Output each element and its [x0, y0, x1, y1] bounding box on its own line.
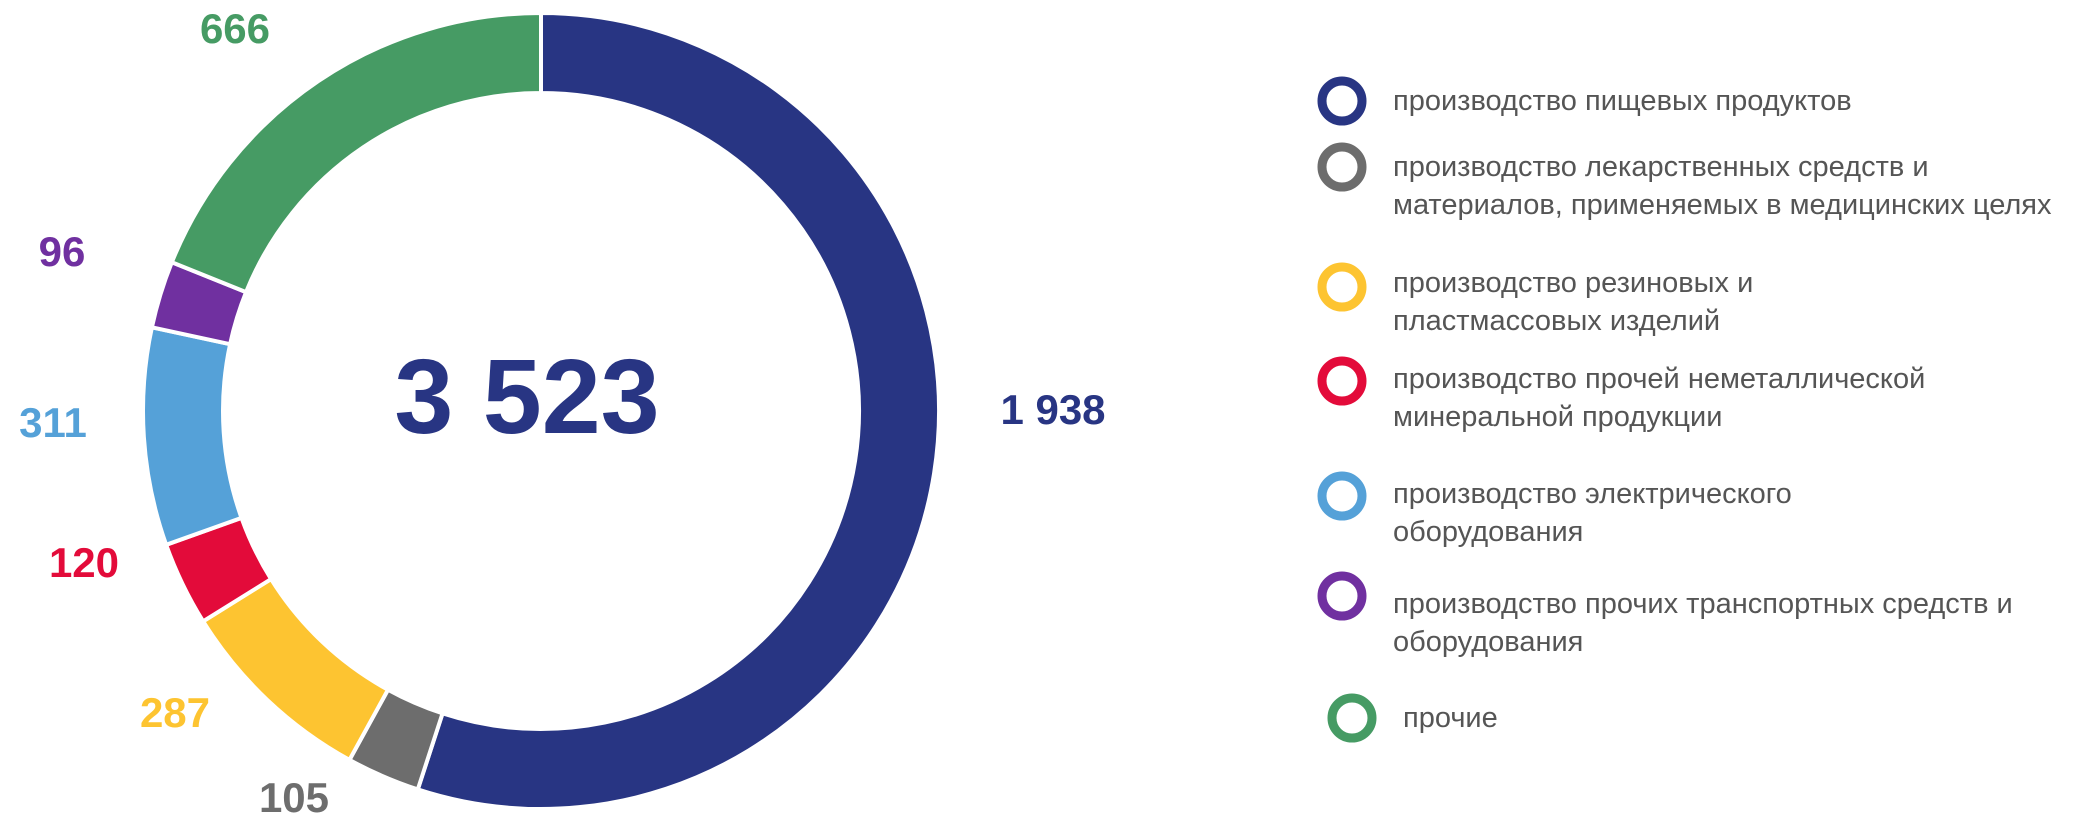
legend-marker [1317, 142, 1367, 192]
legend-marker [1317, 571, 1367, 621]
legend-label: производство электрического оборудования [1393, 478, 1792, 548]
legend-label: производство резиновых и пластмассовых и… [1393, 267, 1754, 337]
donut-segment [141, 324, 245, 548]
value-label: 1 938 [1000, 386, 1105, 433]
value-label: 96 [39, 228, 86, 275]
legend-label: прочие [1403, 702, 1498, 734]
value-label: 287 [140, 689, 210, 736]
legend-marker [1317, 262, 1367, 312]
legend-marker [1317, 471, 1367, 521]
donut-segment [415, 10, 941, 811]
donut-segment [169, 10, 543, 295]
legend-label: производство лекарственных средств и мат… [1393, 151, 2052, 221]
value-label: 120 [49, 539, 119, 586]
legend-label: производство пищевых продуктов [1393, 85, 1852, 117]
value-label: 666 [200, 5, 270, 52]
legend-label: производство прочих транспортных средств… [1393, 588, 2013, 658]
legend-marker [1317, 356, 1367, 406]
legend-marker [1317, 76, 1367, 126]
legend-label: производство прочей неметаллической мине… [1393, 363, 1926, 433]
value-label: 311 [19, 399, 87, 446]
legend-marker [1327, 693, 1377, 743]
center-total: 3 523 [394, 338, 659, 456]
value-label: 105 [259, 774, 329, 820]
